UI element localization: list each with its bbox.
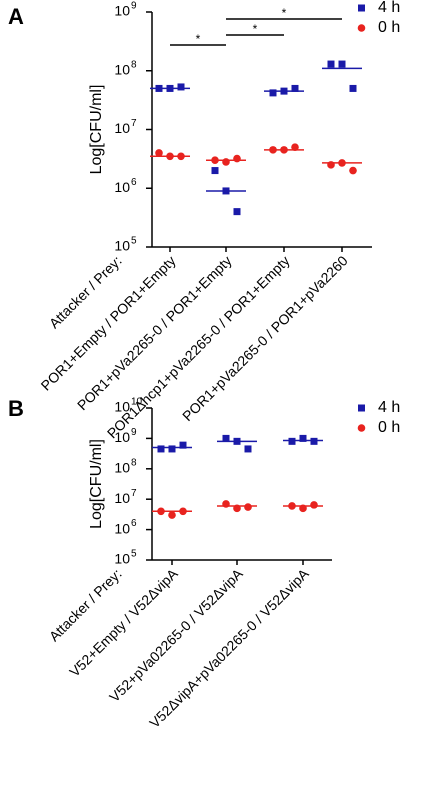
point [155,149,163,157]
legend-label: 4 h [378,0,400,16]
significance-label: * [253,22,258,36]
y-tick-exponent: 6 [131,177,137,188]
y-tick-exponent: 5 [131,236,137,247]
point [222,187,230,195]
point [166,152,174,161]
point [179,441,187,449]
point [157,507,165,516]
y-tick-label: 10 [114,120,130,136]
point [349,166,357,175]
y-tick-exponent: 8 [131,457,137,468]
point [222,500,230,508]
significance-label: * [196,32,201,46]
legend-marker [357,424,366,432]
legend-marker [357,24,366,32]
point [177,152,185,161]
y-tick-label: 10 [114,520,130,536]
y-tick-label: 10 [114,3,130,19]
y-tick-exponent: 7 [131,118,137,129]
point [288,437,296,445]
y-tick-exponent: 8 [131,59,137,70]
y-axis-label: Log[CFU/ml] [88,439,105,529]
y-tick-label: 10 [114,429,130,445]
point [288,502,296,510]
y-tick-label: 10 [114,399,130,415]
point [299,504,307,513]
point [222,158,230,166]
point [244,445,252,453]
y-tick-label: 10 [114,460,130,476]
point [310,437,318,445]
point [211,156,219,165]
point [157,445,165,453]
y-tick-exponent: 5 [131,549,137,560]
point [222,434,230,442]
legend-label: 0 h [378,19,400,36]
y-tick-label: 10 [114,238,130,254]
y-tick-exponent: 7 [131,488,137,499]
y-tick-label: 10 [114,551,130,567]
point [338,60,346,68]
y-tick-exponent: 9 [131,1,137,12]
point [338,159,346,167]
point [233,504,241,513]
point [155,84,163,92]
point [168,511,176,519]
point [327,60,335,68]
point [211,167,219,175]
legend-marker [358,4,365,12]
point [177,83,185,91]
legend-marker [358,404,365,412]
point [269,89,277,97]
y-tick-label: 10 [114,490,130,506]
y-tick-exponent: 6 [131,518,137,529]
y-axis-label: Log[CFU/ml] [88,85,105,175]
point [168,445,176,453]
point [233,154,241,163]
y-tick-exponent: 10 [131,397,143,408]
y-tick-exponent: 9 [131,427,137,438]
y-tick-label: 10 [114,61,130,77]
point [291,84,299,92]
point [310,501,318,509]
point [269,146,277,154]
x-tick-label: V52+pVa02265-0 / V52ΔvipA [106,565,246,705]
significance-label: * [282,6,287,20]
point [179,507,187,516]
point [280,87,288,95]
point [299,434,307,442]
point [244,503,252,511]
point [349,84,357,92]
legend-label: 0 h [378,419,400,436]
panel-label: A [8,4,24,29]
point [166,84,174,92]
point [291,143,299,151]
point [327,161,335,169]
x-tick-label: V52+Empty / V52ΔvipA [66,565,181,680]
point [280,146,288,154]
y-tick-label: 10 [114,179,130,195]
panel-label: B [8,396,24,421]
point [233,437,241,445]
legend-label: 4 h [378,399,400,416]
point [233,208,241,216]
